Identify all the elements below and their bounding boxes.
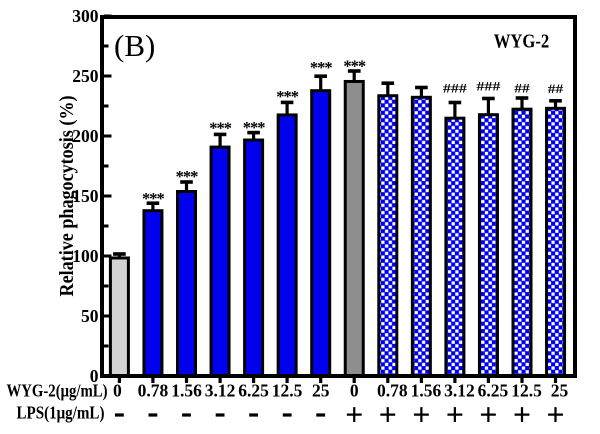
svg-text:***: *** <box>209 118 232 137</box>
svg-text:3.12: 3.12 <box>444 381 475 401</box>
svg-text:0.78: 0.78 <box>138 381 169 401</box>
svg-text:100: 100 <box>72 246 99 266</box>
svg-text:1.56: 1.56 <box>411 381 442 401</box>
svg-text:***: *** <box>243 118 266 137</box>
svg-text:###: ### <box>443 81 468 96</box>
svg-text:25: 25 <box>312 381 330 401</box>
svg-text:Relative phagocytosis (%): Relative phagocytosis (%) <box>56 96 78 297</box>
svg-text:12.5: 12.5 <box>272 381 303 401</box>
svg-text:***: *** <box>176 167 199 186</box>
svg-text:0.78: 0.78 <box>377 381 408 401</box>
svg-text:150: 150 <box>72 186 99 206</box>
svg-text:200: 200 <box>72 126 99 146</box>
svg-text:##: ## <box>514 80 530 95</box>
svg-text:LPS(1μg/mL): LPS(1μg/mL) <box>17 402 105 422</box>
svg-text:WYG-2: WYG-2 <box>494 32 550 53</box>
svg-text:0: 0 <box>350 381 359 401</box>
svg-text:+: + <box>412 396 430 429</box>
svg-text:+: + <box>345 396 363 429</box>
svg-text:50: 50 <box>81 306 99 326</box>
svg-text:***: *** <box>276 87 299 106</box>
svg-text:1.56: 1.56 <box>171 381 202 401</box>
svg-text:+: + <box>479 396 497 429</box>
svg-text:+: + <box>379 396 397 429</box>
svg-text:##: ## <box>548 81 564 96</box>
svg-text:12.5: 12.5 <box>511 381 542 401</box>
svg-text:300: 300 <box>72 6 99 26</box>
svg-text:0: 0 <box>90 366 99 386</box>
svg-text:(B): (B) <box>114 28 155 63</box>
svg-text:+: + <box>546 396 564 429</box>
svg-text:+: + <box>446 396 464 429</box>
svg-text:0: 0 <box>113 381 122 401</box>
svg-text:***: *** <box>310 58 333 77</box>
svg-text:WYG-2(μg/mL): WYG-2(μg/mL) <box>7 381 108 401</box>
svg-text:+: + <box>513 396 531 429</box>
svg-text:3.12: 3.12 <box>205 381 236 401</box>
svg-text:250: 250 <box>72 66 99 86</box>
svg-text:***: *** <box>142 189 165 208</box>
svg-text:25: 25 <box>551 381 569 401</box>
svg-text:6.25: 6.25 <box>478 381 509 401</box>
svg-text:###: ### <box>476 79 501 94</box>
svg-text:6.25: 6.25 <box>238 381 269 401</box>
svg-text:***: *** <box>343 57 366 76</box>
